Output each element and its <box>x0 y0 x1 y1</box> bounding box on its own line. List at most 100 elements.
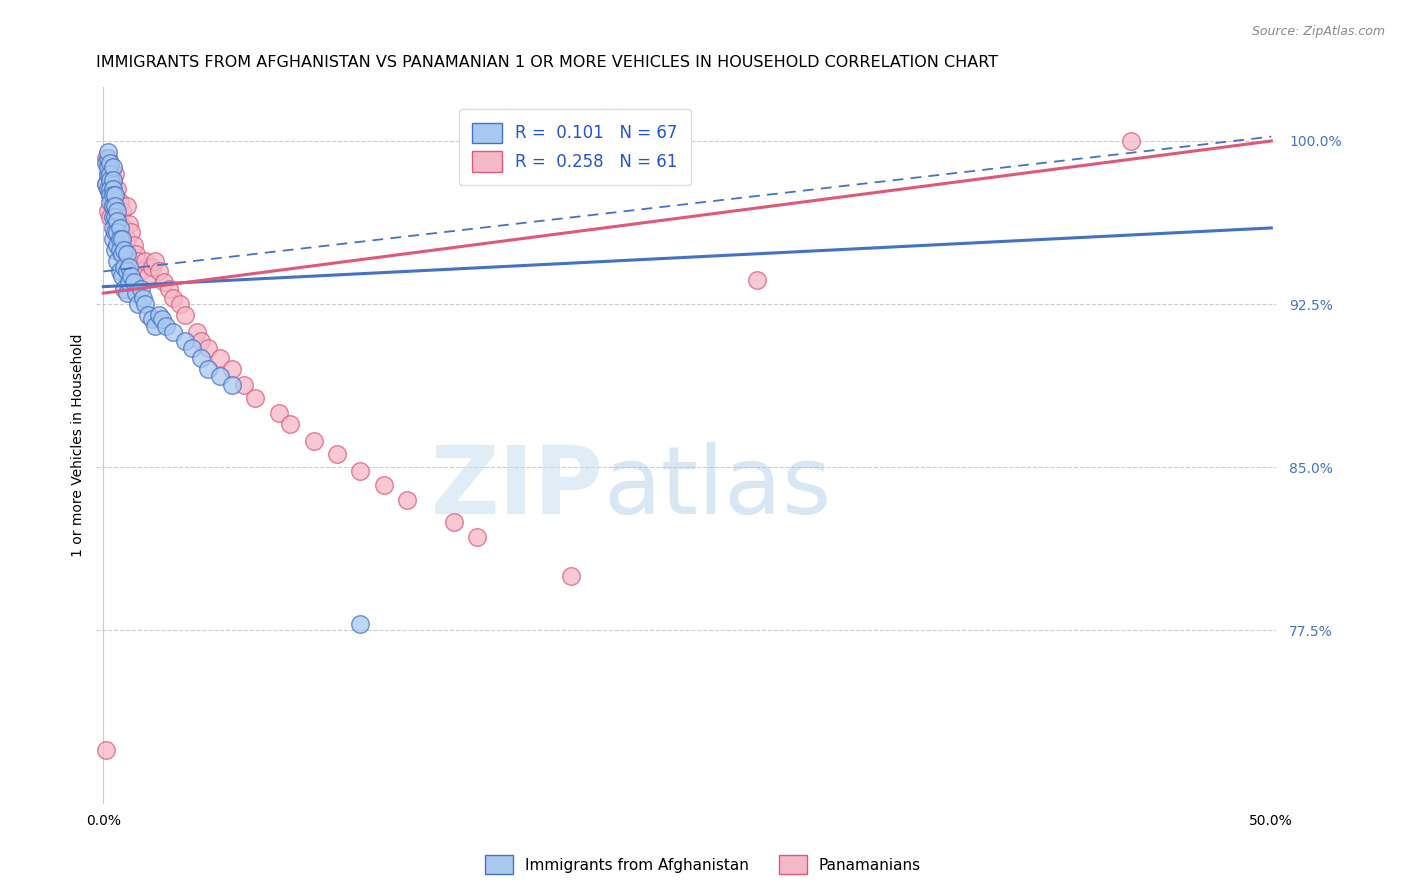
Point <box>190 334 212 348</box>
Point <box>94 178 117 192</box>
Text: ZIP: ZIP <box>430 442 603 534</box>
Point <box>97 160 120 174</box>
Point <box>98 182 121 196</box>
Point <box>209 351 232 366</box>
Point <box>108 194 131 209</box>
Point <box>98 210 121 224</box>
Point <box>105 225 128 239</box>
Point <box>197 341 219 355</box>
Point <box>443 515 465 529</box>
Point <box>98 188 121 202</box>
Point <box>98 160 121 174</box>
Point <box>127 297 149 311</box>
Point <box>278 417 301 431</box>
Point <box>143 253 166 268</box>
Point <box>111 232 134 246</box>
Point <box>148 308 170 322</box>
Point <box>101 178 124 192</box>
Point <box>101 199 124 213</box>
Point <box>101 173 124 187</box>
Point <box>118 275 141 289</box>
Point <box>141 312 163 326</box>
Point <box>104 188 127 202</box>
Point <box>148 264 170 278</box>
Point <box>112 243 135 257</box>
Point <box>108 232 131 246</box>
Point <box>111 232 134 246</box>
Point <box>747 273 769 287</box>
Point <box>162 291 184 305</box>
Point <box>129 282 152 296</box>
Point <box>373 477 395 491</box>
Point <box>302 434 325 448</box>
Point <box>105 182 128 196</box>
Point <box>97 203 120 218</box>
Point <box>94 152 117 166</box>
Point <box>94 743 117 757</box>
Point <box>97 155 120 169</box>
Point <box>112 221 135 235</box>
Point <box>186 326 208 340</box>
Point <box>108 243 131 257</box>
Point <box>104 199 127 213</box>
Point <box>98 173 121 187</box>
Point <box>169 297 191 311</box>
Point <box>174 334 197 348</box>
Point <box>101 188 124 202</box>
Point <box>98 155 121 169</box>
Point <box>221 362 243 376</box>
Point <box>221 377 243 392</box>
Point <box>94 155 117 169</box>
Point <box>112 260 135 274</box>
Point <box>162 326 184 340</box>
Text: atlas: atlas <box>603 442 832 534</box>
Point <box>465 530 488 544</box>
Point <box>97 167 120 181</box>
Point <box>105 203 128 218</box>
Y-axis label: 1 or more Vehicles in Household: 1 or more Vehicles in Household <box>72 334 86 558</box>
Point <box>101 210 124 224</box>
Point <box>105 225 128 239</box>
Point <box>104 188 127 202</box>
Point <box>98 194 121 209</box>
Point <box>209 368 232 383</box>
Point <box>267 406 290 420</box>
Legend: R =  0.101   N = 67, R =  0.258   N = 61: R = 0.101 N = 67, R = 0.258 N = 61 <box>458 110 690 185</box>
Point <box>115 286 138 301</box>
Point <box>120 225 142 239</box>
Point <box>136 268 159 283</box>
Point <box>115 247 138 261</box>
Point <box>115 264 138 278</box>
Point <box>104 167 127 181</box>
Point <box>104 210 127 224</box>
Point <box>122 238 145 252</box>
Point <box>98 188 121 202</box>
Point <box>143 318 166 333</box>
Point <box>108 221 131 235</box>
Point <box>111 247 134 261</box>
Point <box>125 286 148 301</box>
Point <box>105 203 128 218</box>
Point <box>104 225 127 239</box>
Point <box>349 616 371 631</box>
Point <box>101 160 124 174</box>
Point <box>197 362 219 376</box>
Point <box>105 214 128 228</box>
Point <box>101 232 124 246</box>
Point <box>136 308 159 322</box>
Point <box>97 145 120 159</box>
Point <box>134 297 156 311</box>
Point <box>94 178 117 192</box>
Point <box>101 182 124 196</box>
Text: IMMIGRANTS FROM AFGHANISTAN VS PANAMANIAN 1 OR MORE VEHICLES IN HOUSEHOLD CORREL: IMMIGRANTS FROM AFGHANISTAN VS PANAMANIA… <box>97 55 998 70</box>
Point <box>395 492 418 507</box>
Point <box>190 351 212 366</box>
Point <box>115 199 138 213</box>
Point <box>105 238 128 252</box>
Point <box>349 465 371 479</box>
Point <box>125 247 148 261</box>
Text: Source: ZipAtlas.com: Source: ZipAtlas.com <box>1251 25 1385 38</box>
Point <box>104 243 127 257</box>
Point <box>111 268 134 283</box>
Point <box>174 308 197 322</box>
